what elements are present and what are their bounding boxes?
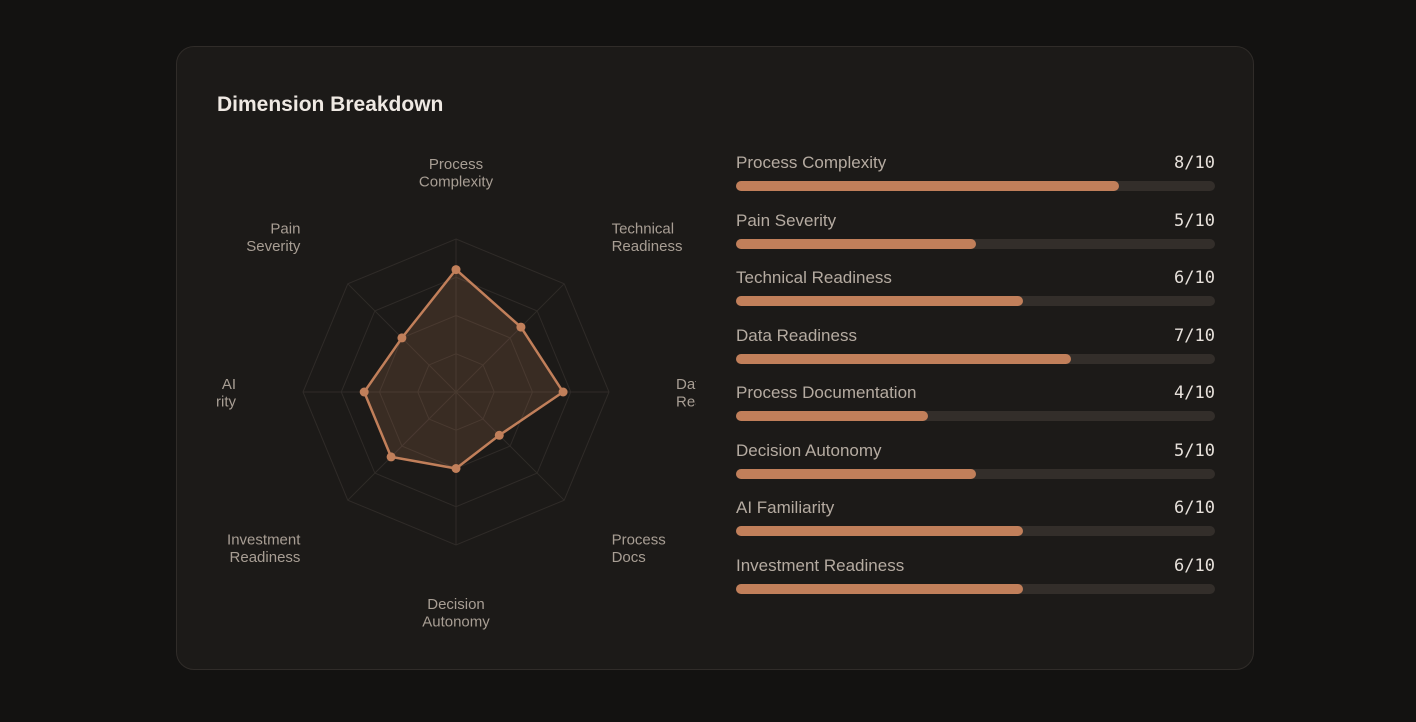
radar-axis-label-line: Complexity xyxy=(419,174,494,191)
score-fill xyxy=(736,411,928,421)
radar-axis-label-line: Autonomy xyxy=(422,614,490,631)
radar-axis-label: Technical Readiness xyxy=(612,220,683,255)
score-row: Technical Readiness 6/10 xyxy=(736,266,1215,324)
radar-axis-label-line: Docs xyxy=(612,549,646,566)
radar-axis-line xyxy=(455,391,565,501)
radar-axis-label: Pain Severity xyxy=(246,220,301,255)
score-value: 4/10 xyxy=(1174,383,1215,403)
radar-axis-label-line: Severity xyxy=(246,238,301,255)
score-value: 8/10 xyxy=(1174,153,1215,173)
score-value: 7/10 xyxy=(1174,325,1215,346)
radar-axis-label-line: Technical xyxy=(612,220,675,237)
score-fill xyxy=(736,238,976,249)
radar-axis-label-line: Process xyxy=(429,156,483,173)
score-track xyxy=(736,526,1215,536)
radar-axis-label: Process Docs xyxy=(612,532,666,567)
radar-data-point xyxy=(558,387,568,397)
radar-axis-label: Decision Autonomy xyxy=(422,596,490,631)
radar-axis-label-line: Investment xyxy=(227,532,301,549)
score-value: 5/10 xyxy=(1174,210,1215,231)
radar-data-point xyxy=(359,387,369,397)
dimension-breakdown-card: Dimension Breakdown Process Complexity Tec… xyxy=(176,46,1254,670)
score-bars: Process Complexity 8/10 Pain Severity 5/… xyxy=(736,151,1215,611)
score-track xyxy=(736,181,1215,191)
card-title: Dimension Breakdown xyxy=(217,93,444,116)
radar-axis-label-line: Familiarity xyxy=(217,394,236,411)
score-value: 6/10 xyxy=(1174,498,1215,518)
score-row: Process Documentation 4/10 xyxy=(736,381,1215,439)
score-label: Technical Readiness xyxy=(736,268,892,287)
score-label: Investment Readiness xyxy=(736,555,905,575)
score-label: Process Complexity xyxy=(736,153,887,172)
radar-axis-label: Process Complexity xyxy=(419,156,494,191)
radar-chart: ProcessComplexityTechnicalReadinessDataR… xyxy=(217,141,696,641)
radar-axis-label-line: AI xyxy=(222,376,236,393)
score-track xyxy=(736,238,1215,249)
score-label: Decision Autonomy xyxy=(736,440,882,460)
radar-data-point xyxy=(516,322,526,332)
score-track xyxy=(736,411,1215,421)
radar-data-point xyxy=(451,265,461,275)
radar-axis-line xyxy=(455,283,565,393)
radar-data-point xyxy=(494,430,504,440)
radar-data-point xyxy=(397,333,407,343)
score-label: AI Familiarity xyxy=(736,498,835,517)
radar-data-point xyxy=(386,452,396,462)
score-fill xyxy=(736,181,1120,191)
score-row: Data Readiness 7/10 xyxy=(736,324,1215,382)
radar-axis-label-line: Data xyxy=(676,376,696,393)
score-row: Investment Readiness 6/10 xyxy=(736,554,1215,612)
score-track xyxy=(736,583,1215,594)
radar-axis-label-line: Readiness xyxy=(612,238,683,255)
score-label: Process Documentation xyxy=(736,383,917,402)
radar-svg: ProcessComplexityTechnicalReadinessDataR… xyxy=(217,156,696,631)
score-track xyxy=(736,296,1215,306)
radar-axis-label-line: Decision xyxy=(427,596,485,613)
score-fill xyxy=(736,296,1024,306)
score-value: 5/10 xyxy=(1174,440,1215,461)
score-row: Decision Autonomy 5/10 xyxy=(736,439,1215,497)
score-value: 6/10 xyxy=(1174,555,1215,576)
radar-axis-label-line: Readiness xyxy=(230,549,301,566)
score-value: 6/10 xyxy=(1174,268,1215,288)
score-row: Pain Severity 5/10 xyxy=(736,209,1215,267)
score-fill xyxy=(736,468,976,479)
radar-axis-line xyxy=(347,391,457,501)
radar-axis-label-line: Process xyxy=(612,532,666,549)
score-fill xyxy=(736,526,1024,536)
radar-data-point xyxy=(451,464,461,473)
score-label: Data Readiness xyxy=(736,325,857,345)
radar-axis-label-line: Readiness xyxy=(676,394,696,411)
score-label: Pain Severity xyxy=(736,210,837,230)
radar-axis-label-line: Pain xyxy=(270,220,300,237)
score-track xyxy=(736,353,1215,364)
radar-data-area xyxy=(362,268,565,470)
score-fill xyxy=(736,583,1024,594)
score-fill xyxy=(736,353,1072,364)
score-row: Process Complexity 8/10 xyxy=(736,151,1215,209)
radar-axis-label: Investment Readiness xyxy=(227,532,301,567)
score-track xyxy=(736,468,1215,479)
score-row: AI Familiarity 6/10 xyxy=(736,496,1215,554)
